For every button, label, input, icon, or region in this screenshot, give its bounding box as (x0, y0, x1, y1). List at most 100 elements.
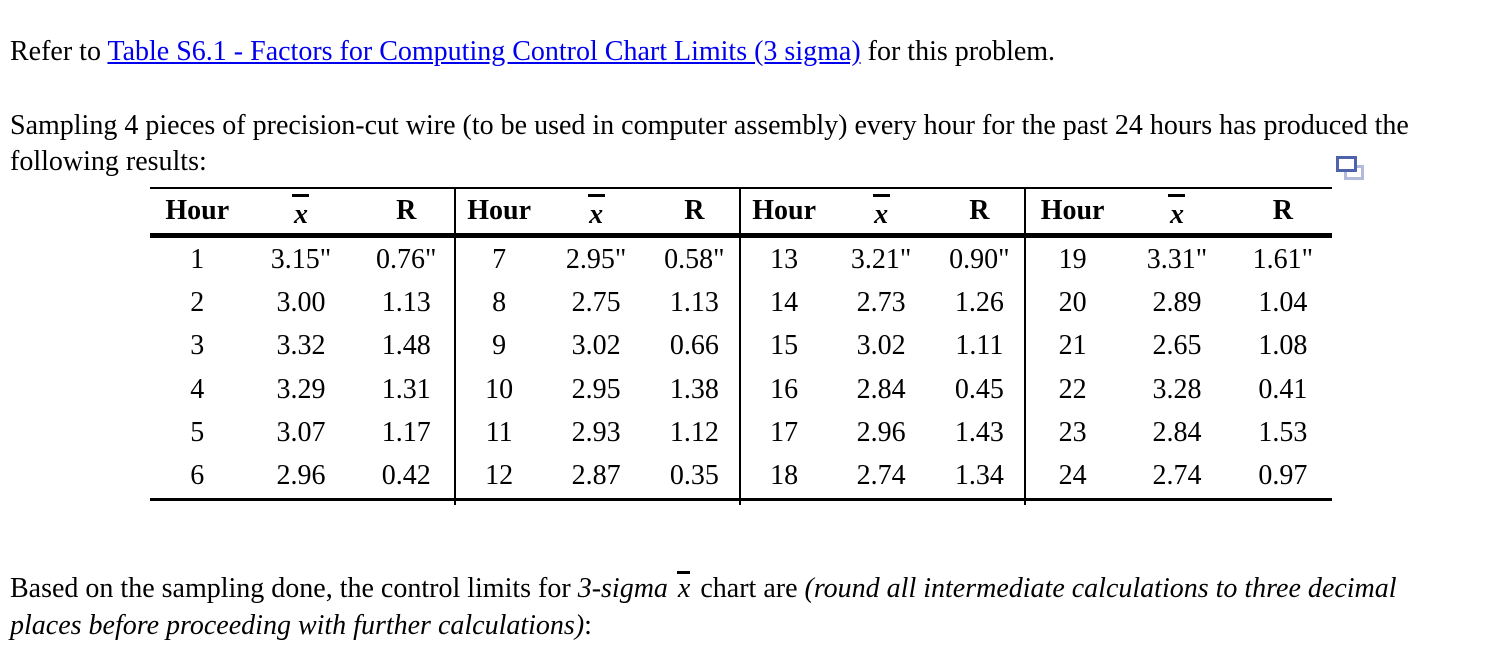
cell-range-value: 0.35 (669, 460, 719, 492)
intro-line: Refer to Table S6.1 - Factors for Comput… (10, 36, 1055, 68)
table-group: Hour x R 13 3.21" 0.90" 14 2.73 1.26 15 3.02 1.11 16… (740, 189, 1025, 498)
x-bar-char: x (589, 198, 604, 230)
question-part3: : (584, 610, 592, 641)
cell-xbar-value: 2.96 (276, 460, 326, 492)
x-bar-overline (872, 193, 890, 197)
header-x-bar: x (587, 193, 605, 230)
cell-range-value: 1.11 (955, 330, 1004, 362)
x-bar-overline (677, 571, 691, 574)
table-group: Hour x R 19 3.31" 1.61" 20 2.89 1.04 21 2.65 1.08 22… (1025, 189, 1332, 498)
table-row: 6 2.96 0.42 (150, 454, 455, 497)
cell-hour: 24 (1058, 460, 1087, 492)
x-bar-symbol: x (675, 570, 693, 607)
header-hour: Hour (467, 195, 532, 226)
cell-range-value: 1.48 (381, 330, 431, 362)
table-row: 5 3.07 1.17 (150, 411, 455, 454)
cell-hour: 1 (190, 243, 205, 275)
table-header-row: Hour x R (740, 189, 1025, 238)
cell-range-value: 1.08 (1258, 330, 1308, 362)
x-bar-char: x (874, 198, 889, 230)
cell-hour: 15 (770, 330, 799, 362)
cell-range-value: 1.17 (381, 416, 431, 448)
cell-hour: 9 (492, 330, 507, 362)
cell-range-value: 0.76" (375, 243, 437, 275)
cell-range-value: 0.90" (949, 243, 1010, 275)
table-group-divider (1024, 187, 1026, 505)
duplicate-window-icon[interactable] (1336, 156, 1364, 180)
question-part2: chart are (693, 573, 805, 604)
cell-xbar-value: 2.84 (856, 373, 906, 405)
table-row: 11 2.93 1.12 (455, 411, 740, 454)
cell-range-value: 1.04 (1258, 286, 1308, 318)
table-row: 24 2.74 0.97 (1025, 454, 1332, 497)
table-row: 13 3.21" 0.90" (740, 238, 1025, 281)
cell-xbar-value: 2.65 (1152, 330, 1202, 362)
cell-hour: 11 (485, 416, 513, 448)
table-row: 21 2.65 1.08 (1025, 325, 1332, 368)
cell-range-value: 1.53 (1258, 416, 1308, 448)
table-row: 14 2.73 1.26 (740, 281, 1025, 324)
cell-xbar-value: 2.75 (571, 286, 621, 318)
table-row: 2 3.00 1.13 (150, 281, 455, 324)
table-row: 1 3.15" 0.76" (150, 238, 455, 281)
cell-xbar-value: 3.02 (856, 330, 906, 362)
cell-range-value: 0.41 (1258, 373, 1308, 405)
cell-hour: 19 (1058, 243, 1087, 275)
table-group: Hour x R 7 2.95" 0.58" 8 2.75 1.13 9 3.02 0.66 10 2.9… (455, 189, 740, 498)
header-range: R (1272, 195, 1293, 226)
cell-xbar-value: 2.73 (856, 286, 906, 318)
cell-hour: 4 (190, 373, 205, 405)
cell-xbar-value: 2.95" (565, 243, 627, 275)
table-group-divider (739, 187, 741, 505)
cell-hour: 12 (485, 460, 514, 492)
cell-hour: 20 (1058, 286, 1087, 318)
cell-xbar-value: 2.87 (571, 460, 621, 492)
table-group-divider (454, 187, 456, 505)
cell-range-value: 1.26 (954, 286, 1004, 318)
x-bar-char: x (677, 573, 691, 604)
question-text: Based on the sampling done, the control … (10, 570, 1430, 644)
cell-range-value: 0.97 (1258, 460, 1308, 492)
table-s6-link[interactable]: Table S6.1 - Factors for Computing Contr… (107, 36, 861, 67)
table-row: 8 2.75 1.13 (455, 281, 740, 324)
cell-hour: 22 (1058, 373, 1087, 405)
cell-hour: 16 (770, 373, 799, 405)
cell-xbar-value: 2.74 (1152, 460, 1202, 492)
header-range: R (396, 195, 417, 226)
table-row: 10 2.95 1.38 (455, 368, 740, 411)
table-row: 18 2.74 1.34 (740, 454, 1025, 497)
header-hour: Hour (165, 195, 230, 226)
cell-xbar-value: 3.28 (1152, 373, 1202, 405)
intro-prefix: Refer to (10, 36, 108, 67)
header-x-bar: x (872, 193, 890, 230)
header-x-bar: x (292, 193, 310, 230)
header-hour: Hour (1040, 195, 1105, 226)
cell-hour: 10 (485, 373, 514, 405)
cell-xbar-value: 2.89 (1152, 286, 1202, 318)
cell-xbar-value: 3.31" (1146, 243, 1208, 275)
table-row: 16 2.84 0.45 (740, 368, 1025, 411)
cell-hour: 13 (770, 243, 799, 275)
x-bar-char: x (293, 198, 308, 230)
question-part1: Based on the sampling done, the control … (10, 573, 578, 604)
header-range: R (969, 195, 990, 226)
table-row: 20 2.89 1.04 (1025, 281, 1332, 324)
table-row: 17 2.96 1.43 (740, 411, 1025, 454)
x-bar-overline (1168, 193, 1186, 197)
cell-xbar-value: 3.32 (276, 330, 326, 362)
x-bar-char: x (1169, 198, 1184, 230)
cell-range-value: 1.13 (669, 286, 719, 318)
cell-range-value: 0.42 (381, 460, 431, 492)
cell-xbar-value: 3.00 (276, 286, 326, 318)
problem-statement: Sampling 4 pieces of precision-cut wire … (10, 110, 1409, 177)
cell-range-value: 0.66 (669, 330, 719, 362)
table-row: 15 3.02 1.11 (740, 325, 1025, 368)
cell-range-value: 1.13 (381, 286, 431, 318)
cell-xbar-value: 3.15" (270, 243, 332, 275)
table-row: 4 3.29 1.31 (150, 368, 455, 411)
cell-range-value: 1.12 (669, 416, 719, 448)
table-row: 9 3.02 0.66 (455, 325, 740, 368)
cell-hour: 5 (190, 416, 205, 448)
table-row: 19 3.31" 1.61" (1025, 238, 1332, 281)
cell-hour: 23 (1058, 416, 1087, 448)
